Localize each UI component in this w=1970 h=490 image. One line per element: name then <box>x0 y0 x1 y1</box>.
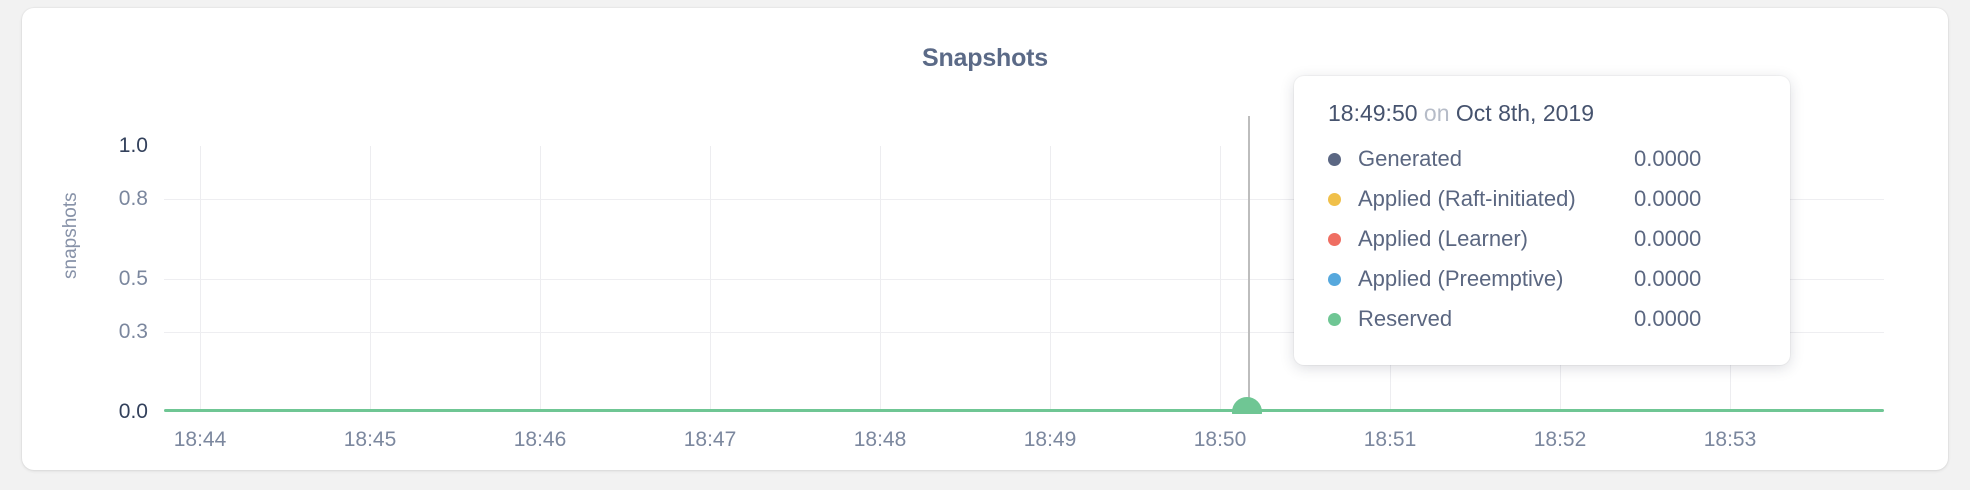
tooltip-series-label: Generated <box>1358 146 1462 171</box>
tooltip-series-label: Applied (Preemptive) <box>1358 266 1564 291</box>
tooltip-series-label: Applied (Learner) <box>1358 226 1528 251</box>
x-axis-tick-label: 18:50 <box>1193 428 1247 451</box>
tooltip-series-value: 0.0000 <box>1634 306 1702 331</box>
hover-point-marker[interactable] <box>1231 397 1266 414</box>
hover-point-dot <box>1231 397 1262 414</box>
x-axis-tick-label: 18:45 <box>343 428 397 451</box>
page-title: Snapshots <box>922 44 1048 72</box>
tooltip-time: 18:49:50 <box>1328 100 1418 126</box>
tooltip-row: Generated 0.0000 <box>1328 139 1756 179</box>
chart-card: Snapshots snapshots 1.0 0.8 0.5 0.3 0.0 18:4… <box>22 8 1948 470</box>
y-axis-tick-label: 0.8 <box>118 187 148 211</box>
tooltip-series-value: 0.0000 <box>1634 266 1702 291</box>
tooltip-date: Oct 8th, 2019 <box>1455 100 1594 126</box>
x-axis-tick-label: 18:49 <box>1023 428 1077 451</box>
tooltip-row: Applied (Learner) 0.0000 <box>1328 219 1756 259</box>
tooltip-separator: on <box>1417 100 1456 126</box>
y-axis-title: snapshots <box>60 192 81 279</box>
tooltip-series-label: Applied (Raft-initiated) <box>1358 186 1576 211</box>
series-color-dot-icon <box>1328 232 1341 246</box>
tooltip-row: Applied (Preemptive) 0.0000 <box>1328 259 1756 299</box>
x-axis-tick-label: 18:46 <box>513 428 567 451</box>
series-color-dot-icon <box>1328 312 1341 326</box>
tooltip-rows: Generated 0.0000 Applied (Raft-initiated) 0… <box>1328 139 1756 339</box>
series-line-reserved <box>164 409 1884 412</box>
crosshair-line <box>1247 116 1250 412</box>
x-axis-tick-label: 18:52 <box>1533 428 1587 451</box>
chart-tooltip: 18:49:50 on Oct 8th, 2019 Generated 0.000… <box>1294 76 1790 365</box>
series-color-dot-icon <box>1328 272 1341 286</box>
gridline-horizontal <box>164 199 1884 201</box>
y-axis-tick-label: 0.5 <box>118 267 148 290</box>
x-axis-tick-label: 18:47 <box>683 428 737 451</box>
gridline-horizontal <box>164 332 1884 334</box>
tooltip-row: Applied (Raft-initiated) 0.0000 <box>1328 179 1756 219</box>
tooltip-row: Reserved 0.0000 <box>1328 299 1756 339</box>
series-color-dot-icon <box>1328 152 1341 166</box>
x-axis-tick-label: 18:44 <box>173 428 227 451</box>
y-axis-tick-label: 0.3 <box>118 320 148 344</box>
x-axis-tick-label: 18:53 <box>1703 428 1757 451</box>
x-axis-tick-label: 18:51 <box>1363 428 1417 451</box>
y-axis-tick-label: 1.0 <box>118 134 148 157</box>
y-axis-tick-label: 0.0 <box>118 400 148 423</box>
tooltip-series-label: Reserved <box>1358 306 1453 331</box>
tooltip-series-value: 0.0000 <box>1634 146 1702 171</box>
x-axis-tick-label: 18:48 <box>853 428 907 451</box>
gridline-horizontal <box>164 279 1884 280</box>
tooltip-series-value: 0.0000 <box>1634 186 1702 211</box>
tooltip-header: 18:49:50 on Oct 8th, 2019 <box>1328 100 1756 127</box>
plot-area[interactable] <box>164 116 1884 414</box>
series-color-dot-icon <box>1328 192 1341 206</box>
tooltip-series-value: 0.0000 <box>1634 226 1702 251</box>
